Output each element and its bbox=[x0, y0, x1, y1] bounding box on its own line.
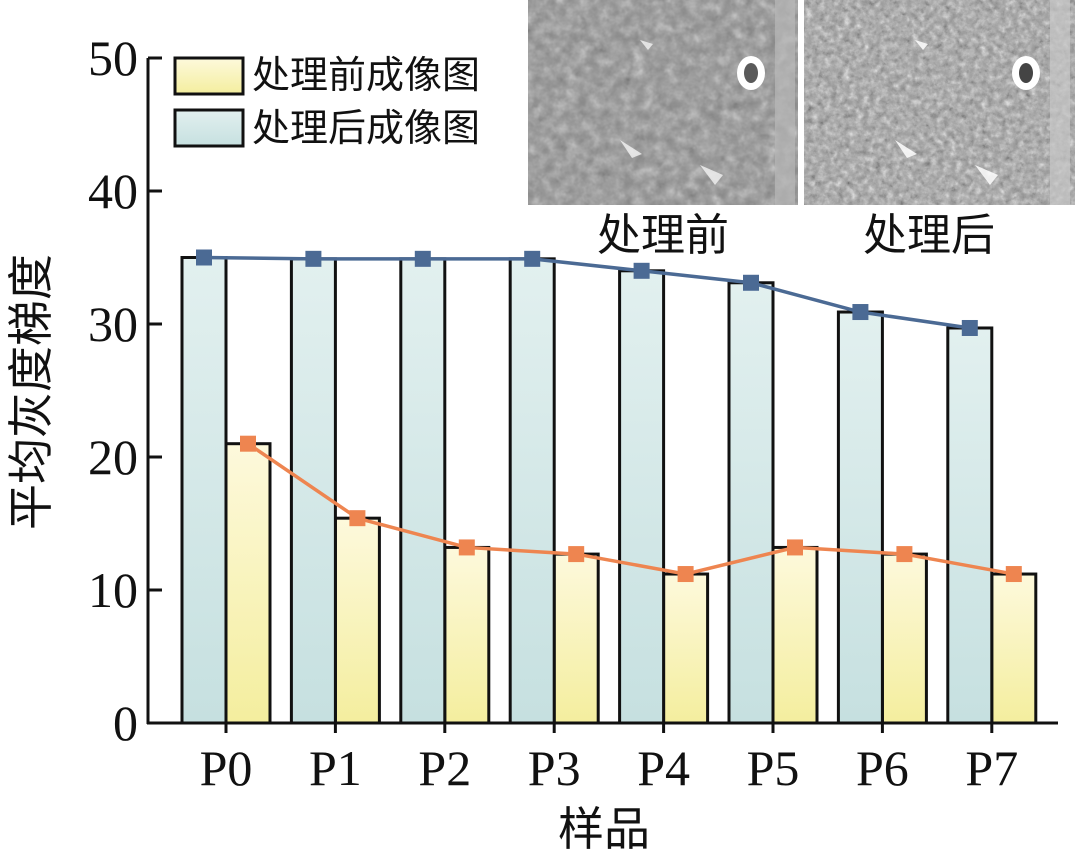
marker-before-P6 bbox=[896, 546, 913, 563]
legend-swatch-after bbox=[173, 108, 245, 148]
inset-image-before bbox=[528, 0, 798, 205]
x-tick-label-P5: P5 bbox=[747, 740, 800, 796]
series-lines bbox=[203, 255, 1015, 576]
bar-after-P1 bbox=[289, 257, 337, 725]
marker-before-P1 bbox=[349, 510, 366, 527]
x-ticks: P0 P1 P2 P3 P4 P5 P6 P7 bbox=[200, 723, 1018, 796]
x-axis-label: 样品 bbox=[558, 804, 650, 855]
inset-caption-before: 处理前 bbox=[597, 211, 729, 260]
legend: 处理前成像图 处理后成像图 bbox=[173, 55, 480, 150]
marker-after-P2 bbox=[414, 250, 431, 267]
marker-after-P3 bbox=[524, 250, 541, 267]
x-tick-label-P4: P4 bbox=[637, 740, 690, 796]
x-tick-label-P1: P1 bbox=[309, 740, 362, 796]
y-tick-label: 50 bbox=[88, 30, 138, 86]
bar-after-P3 bbox=[508, 257, 556, 725]
x-tick-label-P3: P3 bbox=[528, 740, 581, 796]
y-axis-label: 平均灰度梯度 bbox=[6, 254, 57, 530]
y-tick-label: 30 bbox=[88, 296, 138, 352]
bar-before-P6 bbox=[880, 552, 928, 725]
legend-label-before: 处理前成像图 bbox=[252, 55, 480, 97]
bar-before-P3 bbox=[552, 552, 600, 725]
legend-swatch-before bbox=[173, 56, 245, 96]
bar-before-P1 bbox=[333, 516, 381, 725]
marker-after-P7 bbox=[961, 319, 978, 336]
line-after bbox=[203, 255, 971, 330]
marker-after-P6 bbox=[852, 304, 869, 321]
inset-image-after bbox=[804, 0, 1075, 205]
marker-before-P2 bbox=[458, 539, 475, 556]
bar-before-P5 bbox=[771, 545, 819, 725]
marker-after-P4 bbox=[633, 262, 650, 279]
marker-before-P4 bbox=[677, 566, 694, 583]
bar-after-P7 bbox=[946, 326, 994, 725]
marker-before-P7 bbox=[1005, 566, 1022, 583]
legend-label-after: 处理后成像图 bbox=[252, 108, 480, 150]
y-tick-label: 40 bbox=[88, 163, 138, 219]
x-tick-label-P6: P6 bbox=[856, 740, 909, 796]
bar-after-P6 bbox=[836, 310, 884, 725]
x-tick-label-P7: P7 bbox=[965, 740, 1018, 796]
y-ticks: 0 10 20 30 40 50 bbox=[88, 30, 162, 751]
marker-before-P0 bbox=[240, 435, 256, 452]
y-tick-label: 10 bbox=[88, 562, 138, 618]
marker-after-P1 bbox=[305, 250, 322, 267]
y-tick-label: 20 bbox=[88, 429, 138, 485]
inset-caption-after: 处理后 bbox=[863, 211, 995, 260]
bar-after-P4 bbox=[618, 269, 666, 725]
bar-after-P2 bbox=[399, 257, 447, 725]
bar-before-P2 bbox=[443, 545, 491, 725]
bar-before-P0 bbox=[224, 442, 272, 725]
y-tick-label: 0 bbox=[113, 695, 138, 751]
bar-before-P7 bbox=[990, 572, 1038, 725]
marker-before-P3 bbox=[568, 546, 585, 563]
x-tick-label-P0: P0 bbox=[200, 740, 253, 796]
bars bbox=[180, 256, 1038, 725]
x-tick-label-P2: P2 bbox=[418, 740, 471, 796]
bar-after-P5 bbox=[727, 281, 775, 725]
marker-after-P5 bbox=[743, 274, 759, 291]
bar-before-P4 bbox=[662, 572, 710, 725]
line-before bbox=[247, 442, 1015, 576]
series-markers bbox=[196, 249, 1022, 583]
marker-after-P0 bbox=[196, 249, 212, 266]
marker-before-P5 bbox=[787, 539, 803, 556]
bar-after-P0 bbox=[180, 256, 228, 725]
